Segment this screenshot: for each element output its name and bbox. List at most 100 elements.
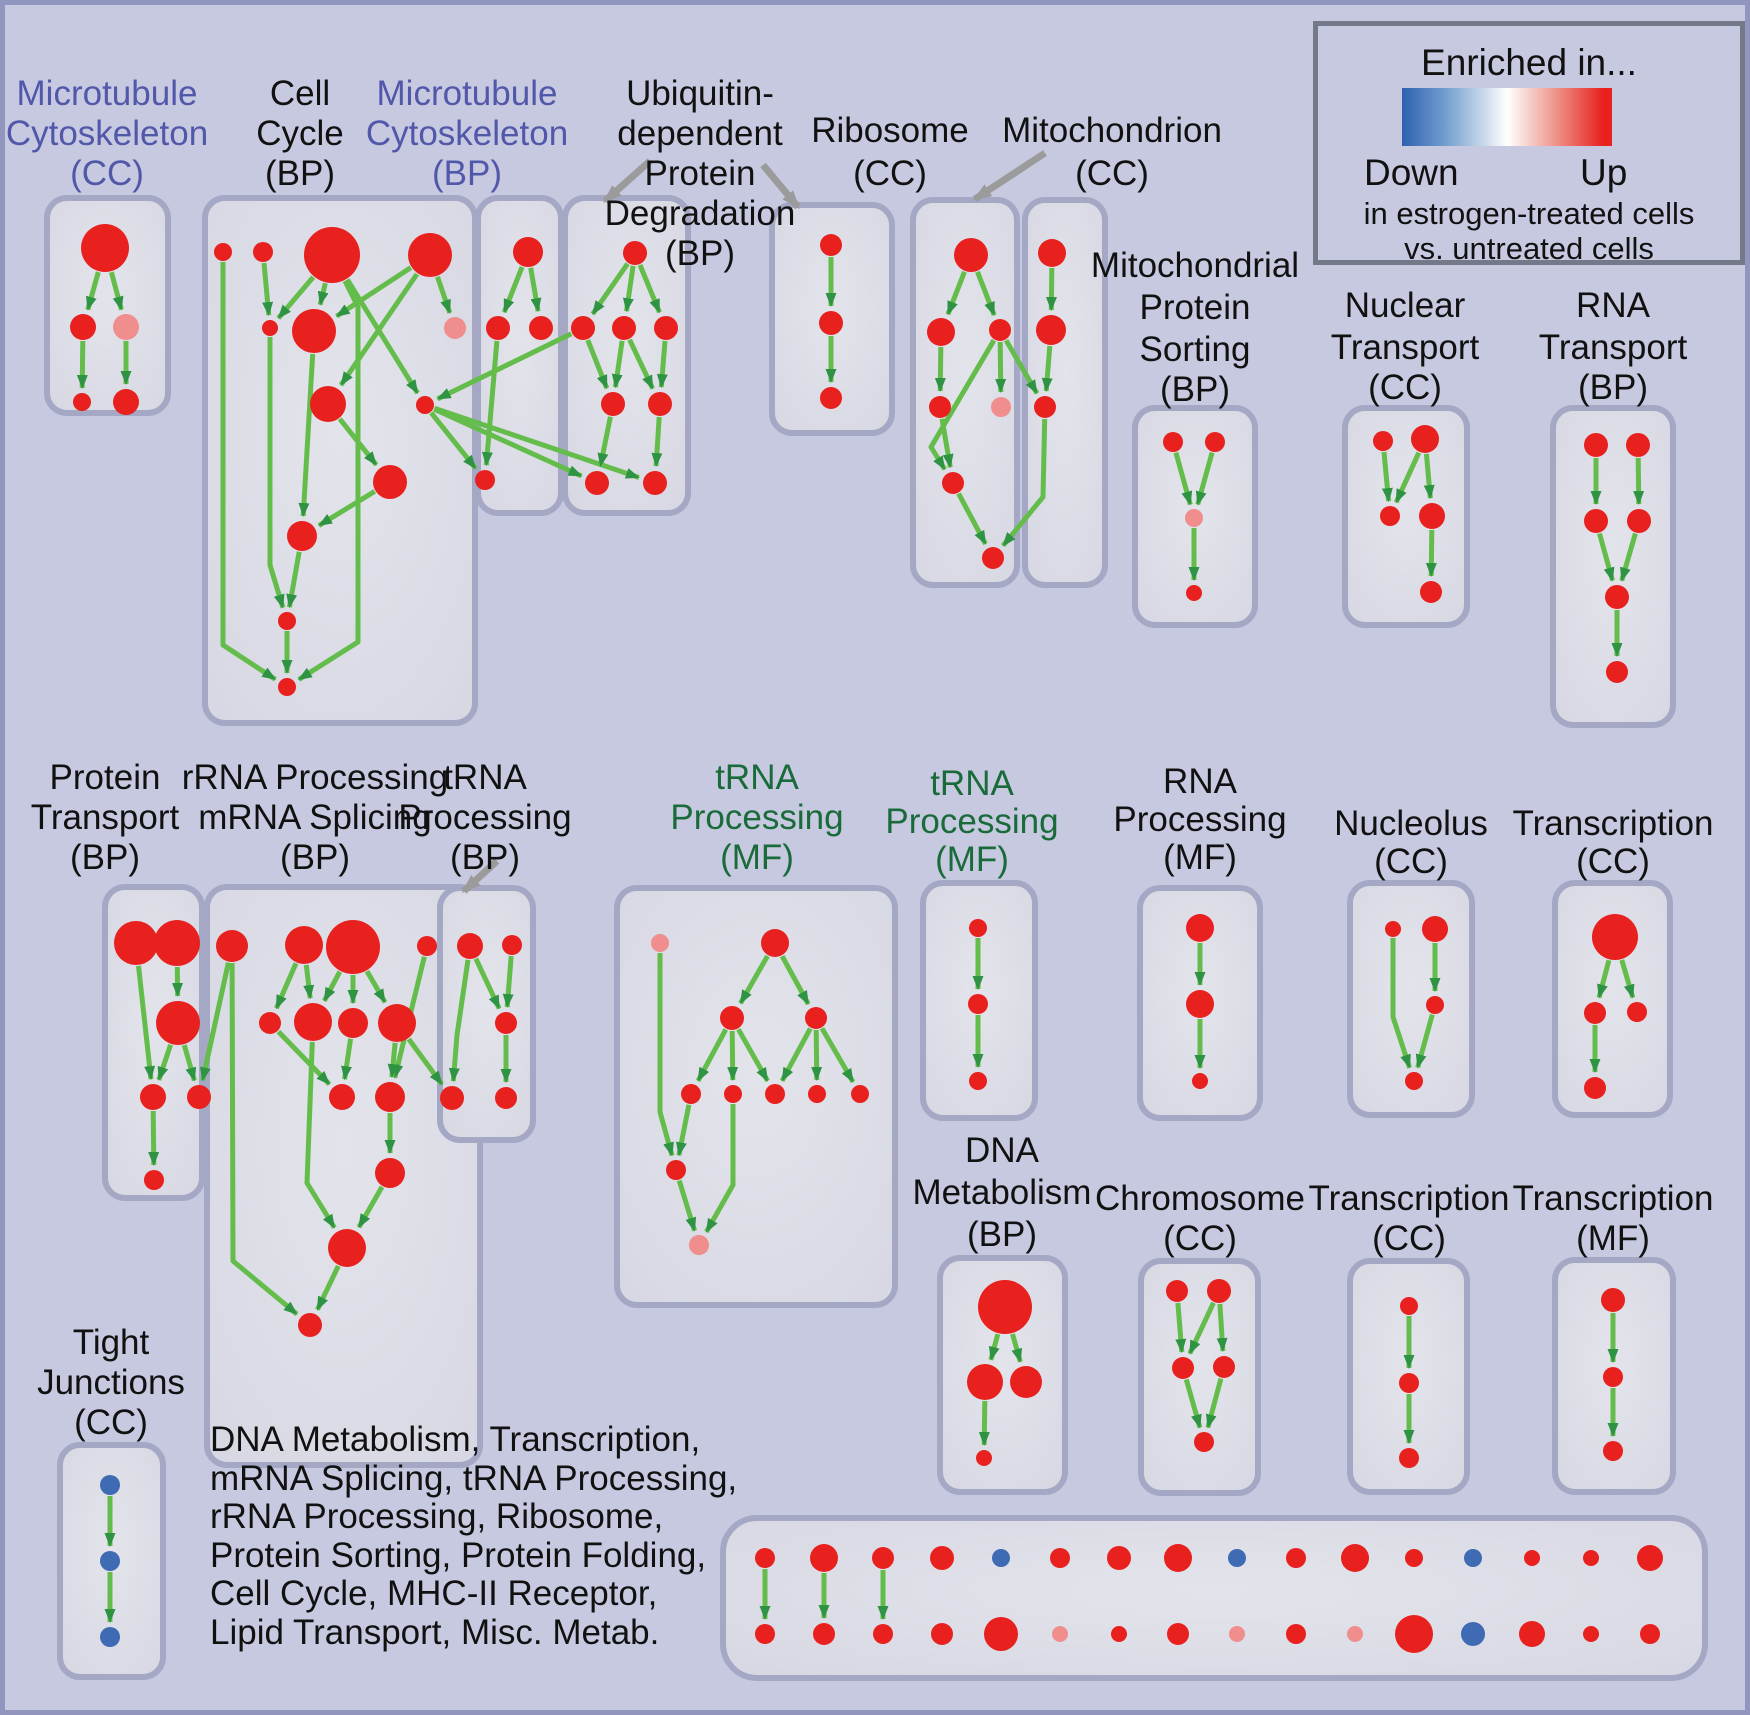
cluster-label-nucleolus-cc: Nucleolus (CC) [1334,804,1488,881]
misc-note-line: Lipid Transport, Misc. Metab. [210,1612,660,1652]
go-term-node [113,389,139,415]
go-term-node [1519,1621,1545,1647]
go-term-node [720,1006,744,1030]
go-term-node [681,1084,701,1104]
cluster-label-rna-processing-mf: RNA Processing (MF) [1113,762,1286,877]
go-term-node [942,472,964,494]
legend-gradient-bar [1402,88,1612,146]
enrichment-edge [337,417,379,467]
cluster-label-cell-cycle-bp: Cell Cycle (BP) [256,74,344,193]
enrichment-edge [1597,532,1615,582]
go-term-node [1606,661,1628,683]
go-term-node [1419,503,1445,529]
enrichment-edge [1010,1333,1023,1363]
enrichment-edge [988,1333,1001,1361]
enrichment-edge [501,265,525,314]
go-term-node [304,227,360,283]
enrichment-edge [276,1029,332,1086]
go-term-node [820,234,842,256]
enrichment-edge [274,962,299,1010]
enrichment-edge [200,962,231,1082]
go-term-node [278,612,296,630]
go-term-node [1411,425,1439,453]
enrichment-edge [1173,451,1193,506]
enrichment-edge [229,962,299,1317]
go-term-node [1405,1549,1423,1567]
cluster-label-ribosome-cc: Ribosome (CC) [811,111,969,193]
go-term-node [417,936,437,956]
go-term-node [969,919,987,937]
go-term-node [1038,239,1066,267]
go-term-node [375,1082,405,1112]
go-term-node [643,471,667,495]
go-term-node [440,1086,464,1110]
go-term-node [114,921,158,965]
enrichment-edge [1423,453,1435,500]
enrichment-edge [945,270,967,316]
cluster-label-dna-metabolism-bp: DNA Metabolism (BP) [913,1131,1092,1254]
enrichment-edge [811,1029,823,1081]
enrichment-edge [429,411,478,470]
go-term-node [648,392,672,416]
go-term-node [1034,396,1056,418]
enrichment-edge [597,416,613,468]
go-term-node [1385,921,1401,937]
go-term-node [1107,1546,1131,1570]
enrichment-edge [622,265,636,313]
enrichment-edge [1041,345,1053,392]
go-term-node [1601,1288,1625,1312]
go-term-node [1194,1432,1214,1452]
go-term-node [73,393,91,411]
go-term-node [1228,1549,1246,1567]
go-term-node [601,392,625,416]
go-term-node [1213,1356,1235,1378]
enrichment-edge [1596,959,1612,999]
go-term-node [216,930,248,962]
go-term-node [100,1627,120,1647]
enrichment-edge [819,1027,856,1084]
go-term-node [1185,509,1203,527]
cluster-label-rrna-processing-mrna-splicing-bp: rRNA Processing mRNA Splicing (BP) [182,758,448,877]
enrichment-edge [928,339,997,471]
legend-subtitle-2: vs. untreated cells [1404,231,1654,266]
misc-note-line: Protein Sorting, Protein Folding, [210,1535,707,1575]
go-term-node [1626,433,1650,457]
cluster-label-rna-transport-bp: RNA Transport (BP) [1539,286,1688,407]
go-term-node [375,1158,405,1188]
go-term-node [1395,1615,1433,1653]
enrichment-edge [738,954,770,1005]
enrichment-edge [934,346,946,392]
enrichment-edge [322,970,343,1002]
legend-down-label: Down [1364,152,1459,193]
go-term-node [808,1085,826,1103]
enrichment-edge [956,492,988,546]
enrichment-edge [297,279,361,682]
go-term-node [529,316,553,340]
go-term-node [1422,916,1448,942]
enrichment-edge [611,340,625,389]
enrichment-edge [627,338,655,390]
go-term-node [969,1072,987,1090]
go-term-node [571,316,595,340]
go-term-node [930,1546,954,1570]
enrichment-edge [995,341,1007,393]
go-term-node [1627,509,1651,533]
enrichment-edge [261,262,274,317]
go-term-node [187,1085,211,1109]
enrichment-edge [1619,532,1638,582]
enrichment-edge [1381,451,1393,503]
enrichment-edge [406,1037,444,1086]
go-term-node [253,242,273,262]
label-pointer-arrow [602,158,653,204]
enrichment-edge [85,271,101,311]
go-term-node [100,1475,120,1495]
enrichment-edge [637,264,662,314]
go-term-node [292,309,336,353]
go-term-node [1341,1544,1369,1572]
cluster-label-protein-transport-bp: Protein Transport (BP) [31,758,180,877]
go-term-node [328,1229,366,1267]
go-term-node [1605,585,1629,609]
go-term-node [1186,990,1214,1018]
go-term-node [1229,1626,1245,1642]
go-term-node [1584,1077,1606,1099]
